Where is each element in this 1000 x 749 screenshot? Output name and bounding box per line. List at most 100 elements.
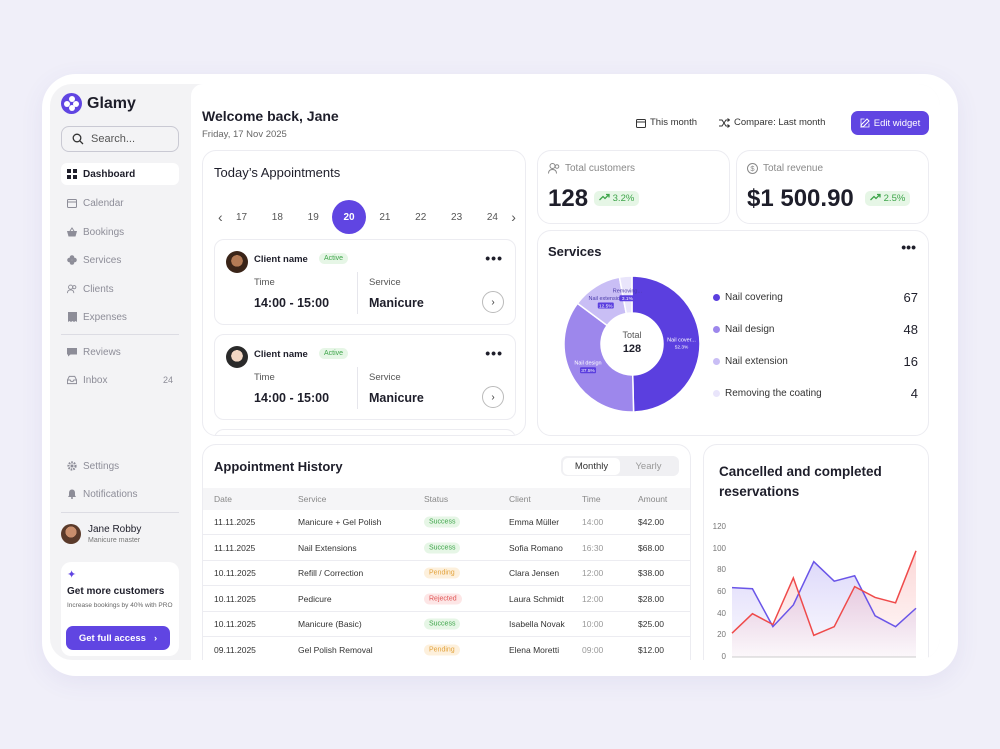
day-18[interactable]: 18 bbox=[271, 211, 283, 223]
legend-label: Nail extension bbox=[725, 356, 788, 367]
more-icon[interactable]: ••• bbox=[485, 250, 503, 266]
change-value: 2.5% bbox=[883, 193, 906, 204]
divider bbox=[357, 367, 358, 409]
more-icon[interactable]: ••• bbox=[901, 239, 916, 255]
day-19[interactable]: 19 bbox=[307, 211, 319, 223]
reservations-chart-card: Cancelled and completed reservations 120… bbox=[703, 444, 929, 660]
appointment-card[interactable] bbox=[214, 429, 516, 435]
legend-item-nail-design: Nail design 48 bbox=[713, 322, 918, 337]
legend-value: 48 bbox=[903, 322, 918, 337]
table-cell: Elena Moretti bbox=[509, 644, 560, 655]
sidebar-item-dashboard[interactable]: Dashboard bbox=[61, 163, 179, 185]
table-row[interactable]: 10.11.2025 Refill / Correction Pending Clar… bbox=[203, 561, 690, 586]
compare-selector[interactable]: Compare: Last month bbox=[719, 117, 825, 128]
grid-icon bbox=[67, 169, 77, 179]
legend-label: Removing the coating bbox=[725, 388, 822, 399]
legend-swatch bbox=[713, 326, 720, 333]
change-badge: 3.2% bbox=[594, 191, 640, 206]
table-row[interactable]: 10.11.2025 Manicure (Basic) Success Isabell… bbox=[203, 612, 690, 637]
appointment-card[interactable]: Client name Active ••• Time 14:00 - 15:0… bbox=[214, 239, 516, 325]
stat-value: 128 bbox=[548, 185, 589, 212]
status-badge: Rejected bbox=[424, 593, 462, 604]
stat-label-text: Total customers bbox=[565, 163, 636, 174]
slice-label: Nail design bbox=[574, 361, 601, 367]
sidebar-item-clients[interactable]: Clients bbox=[61, 278, 179, 300]
table-cell-time: 14:00 bbox=[582, 517, 604, 527]
period-selector[interactable]: This month bbox=[636, 117, 697, 128]
table-cell: Manicure (Basic) bbox=[298, 619, 362, 629]
donut-slice[interactable] bbox=[631, 275, 701, 413]
client-avatar bbox=[226, 346, 248, 368]
table-row[interactable]: 11.11.2025 Nail Extensions Success Sofia Ro… bbox=[203, 536, 690, 561]
donut-slice[interactable] bbox=[563, 302, 635, 413]
table-cell: 10.11.2025 bbox=[214, 568, 256, 578]
logo-icon bbox=[61, 93, 82, 114]
edit-widget-button[interactable]: Edit widget bbox=[851, 111, 929, 135]
open-appointment-button[interactable]: › bbox=[482, 386, 504, 408]
sidebar-item-label: Services bbox=[83, 254, 122, 266]
logo[interactable]: Glamy bbox=[61, 93, 136, 114]
calendar-icon bbox=[636, 118, 646, 128]
y-tick-label: 60 bbox=[717, 587, 726, 596]
sidebar-item-notifications[interactable]: Notifications bbox=[61, 483, 179, 505]
day-22[interactable]: 22 bbox=[415, 211, 427, 223]
user-profile[interactable]: Jane Robby Manicure master bbox=[61, 524, 141, 544]
services-card: Services ••• Nail cover... 52.3% Nail desi… bbox=[537, 230, 929, 436]
sidebar-item-calendar[interactable]: Calendar bbox=[61, 192, 179, 214]
app-name: Glamy bbox=[87, 94, 136, 112]
donut-slice[interactable] bbox=[618, 275, 633, 315]
divider bbox=[357, 272, 358, 314]
search-icon bbox=[72, 133, 84, 145]
status-badge: Success bbox=[424, 618, 461, 630]
sidebar-item-expenses[interactable]: Expenses bbox=[61, 306, 179, 328]
day-17[interactable]: 17 bbox=[235, 211, 248, 223]
sidebar-item-reviews[interactable]: Reviews bbox=[61, 341, 179, 363]
compare-label: Compare: Last month bbox=[734, 117, 826, 128]
day-20[interactable]: 20 bbox=[332, 200, 367, 234]
slice-percent-badge bbox=[673, 343, 690, 350]
day-24[interactable]: 24 bbox=[486, 211, 498, 223]
svg-text:$: $ bbox=[750, 164, 755, 173]
client-name: Client name bbox=[254, 349, 308, 360]
promo-title: Get more customers bbox=[67, 586, 165, 597]
get-full-access-button[interactable]: Get full access › bbox=[66, 626, 170, 650]
sidebar-item-services[interactable]: Services bbox=[61, 249, 179, 271]
change-value: 3.2% bbox=[612, 193, 635, 204]
table-row[interactable]: 10.11.2025 Pedicure Rejected Laura Schmidt 1… bbox=[203, 587, 690, 612]
series-line[interactable] bbox=[731, 560, 917, 628]
search-input[interactable]: Search... bbox=[61, 126, 179, 152]
user-name: Jane Robby bbox=[88, 524, 142, 535]
day-21[interactable]: 21 bbox=[379, 211, 391, 223]
y-tick-label: 40 bbox=[717, 608, 726, 618]
sidebar-item-settings[interactable]: Settings bbox=[61, 455, 179, 477]
appointment-card[interactable]: Client name Active ••• Time 14:00 - 15:0… bbox=[214, 334, 516, 420]
reservations-line-chart bbox=[731, 550, 917, 658]
day-picker: ‹ 17 18 19 20 21 22 23 24 › bbox=[218, 200, 516, 234]
legend-value: 16 bbox=[903, 354, 918, 369]
table-cell: Pedicure bbox=[298, 593, 332, 604]
table-row[interactable]: 11.11.2025 Manicure + Gel Polish Success Em… bbox=[203, 510, 690, 535]
table-cell: 11.11.2025 bbox=[214, 517, 256, 527]
chevron-right-icon[interactable]: › bbox=[511, 209, 516, 225]
service-value: Manicure bbox=[369, 296, 424, 310]
status-badge: Success bbox=[424, 542, 461, 553]
series-area bbox=[732, 550, 916, 657]
status-badge: Pending bbox=[424, 644, 460, 655]
sidebar-item-inbox[interactable]: Inbox 24 bbox=[61, 369, 179, 391]
day-23[interactable]: 23 bbox=[451, 211, 463, 223]
period-label: This month bbox=[650, 117, 697, 128]
stat-label-text: Total revenue bbox=[763, 163, 824, 174]
column-header: Client bbox=[509, 494, 531, 504]
slice-percent-badge bbox=[580, 367, 597, 374]
service-label: Service bbox=[369, 277, 401, 288]
toggle-yearly[interactable]: Yearly bbox=[635, 460, 662, 472]
toggle-monthly[interactable]: Monthly bbox=[563, 457, 620, 475]
sidebar-item-bookings[interactable]: Bookings bbox=[61, 221, 179, 243]
open-appointment-button[interactable]: › bbox=[482, 291, 504, 313]
more-icon[interactable]: ••• bbox=[485, 345, 503, 361]
series-line[interactable] bbox=[731, 550, 917, 637]
table-row[interactable]: 09.11.2025 Gel Polish Removal Pending Elena… bbox=[203, 638, 690, 661]
chevron-left-icon[interactable]: ‹ bbox=[218, 209, 223, 225]
table-cell: Isabella Novak bbox=[509, 619, 565, 629]
